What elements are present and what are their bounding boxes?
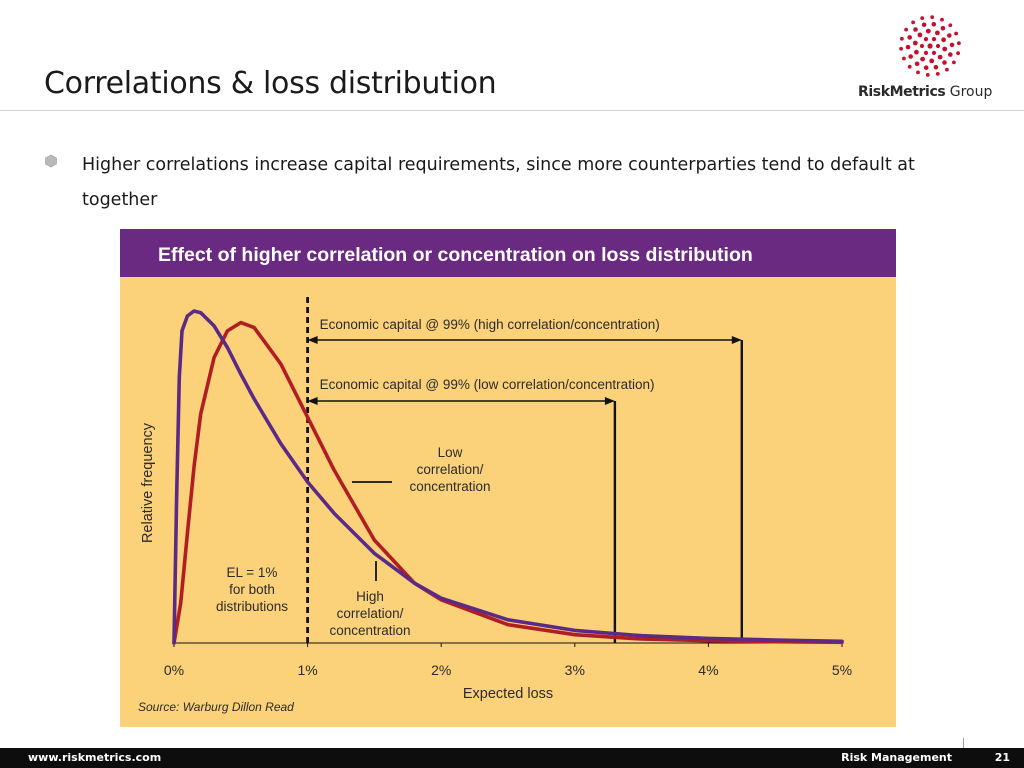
logo-dot [919, 43, 925, 49]
footer-bar: www.riskmetrics.com Risk Management 21 [0, 748, 1024, 768]
logo-dot [952, 60, 956, 65]
logo-dot [923, 37, 929, 42]
logo-dot [945, 67, 949, 72]
logo-dot [907, 64, 912, 69]
page-number: 21 [994, 751, 1010, 764]
low-correlation-curve [172, 320, 844, 645]
logo-burst-icon [899, 15, 961, 77]
logo-dot [907, 35, 912, 40]
logo-dot [935, 72, 940, 76]
logo-dot [954, 31, 958, 36]
logo-dot [900, 36, 904, 41]
logo-dot [931, 37, 937, 42]
logo-dot [942, 46, 948, 52]
x-tick-label: 2% [431, 662, 451, 678]
logo-dot [941, 37, 946, 43]
x-axis-title: Expected loss [463, 686, 553, 702]
high-correlation-label: concentration [329, 623, 410, 638]
x-tick-label: 5% [832, 662, 852, 678]
x-tick-label: 4% [698, 662, 718, 678]
logo-dot [947, 33, 952, 38]
capital-arrow-head [731, 336, 742, 344]
logo-dot [914, 61, 920, 67]
capital-arrow-head [307, 397, 318, 405]
logo-dot [948, 23, 953, 28]
el-annotation: distributions [216, 599, 288, 614]
x-tick-label: 1% [297, 662, 317, 678]
logo-dot [942, 60, 947, 65]
high-correlation-label: correlation/ [337, 606, 404, 621]
logo-dot [914, 49, 919, 55]
logo-dot [912, 40, 918, 46]
low-correlation-label: correlation/ [417, 462, 484, 477]
logo-dot [927, 43, 933, 49]
low-correlation-label: concentration [409, 479, 490, 494]
logo-dot [931, 50, 937, 56]
x-tick-label: 3% [565, 662, 585, 678]
logo-dot [916, 70, 920, 75]
logo-dot [905, 44, 911, 50]
logo-dot [923, 50, 929, 56]
logo-dot [956, 51, 960, 56]
logo-dot [925, 28, 931, 34]
logo-dot [913, 27, 918, 32]
el-annotation: for both [229, 582, 275, 597]
logo-text: RiskMetrics Group [858, 84, 992, 100]
slide-title: Correlations & loss distribution [44, 66, 497, 101]
logo-dot [917, 32, 923, 38]
logo-dot [899, 46, 903, 51]
footer-section: Risk Management [841, 751, 952, 764]
logo-dot [902, 56, 906, 61]
riskmetrics-logo: RiskMetrics Group [858, 14, 1000, 106]
chart-source-note: Source: Warburg Dillon Read [138, 700, 294, 714]
logo-dot [948, 52, 953, 57]
high-correlation-label: High [356, 589, 384, 604]
chart-plot-background [120, 277, 896, 727]
logo-dot [921, 22, 927, 28]
logo-dot [920, 56, 925, 62]
capital-high-label: Economic capital @ 99% (high correlation… [320, 317, 660, 332]
hexagon-bullet-icon [45, 154, 57, 168]
chart-title: Effect of higher correlation or concentr… [158, 244, 753, 266]
loss-distribution-chart: Effect of higher correlation or concentr… [120, 229, 896, 727]
chart-canvas: Effect of higher correlation or concentr… [120, 229, 896, 727]
capital-high-arrow [307, 336, 742, 344]
logo-dot [957, 41, 961, 46]
logo-dot [930, 15, 935, 19]
logo-dot [940, 17, 944, 22]
logo-dot [911, 20, 915, 25]
logo-dot [929, 58, 935, 64]
high-correlation-curve [172, 309, 844, 645]
capital-low-arrow [307, 397, 615, 405]
x-tick-label: 0% [164, 662, 184, 678]
logo-dot [908, 54, 913, 59]
logo-dot [925, 73, 930, 77]
logo-dot [933, 64, 939, 70]
logo-dot [935, 43, 941, 49]
title-divider [0, 110, 1024, 111]
logo-dot [931, 22, 937, 27]
logo-dot [923, 65, 929, 70]
capital-arrow-head [604, 397, 615, 405]
low-correlation-label: Low [438, 445, 463, 460]
footer-url[interactable]: www.riskmetrics.com [28, 751, 162, 764]
logo-dot [904, 27, 908, 32]
logo-dot [940, 25, 946, 31]
capital-low-label: Economic capital @ 99% (low correlation/… [320, 377, 655, 392]
logo-dot [920, 16, 925, 20]
logo-brand-bold: RiskMetrics [858, 84, 946, 100]
y-axis-title: Relative frequency [140, 422, 156, 543]
logo-brand-light: Group [945, 84, 993, 100]
logo-dot [949, 42, 955, 48]
chart-header-band [120, 229, 896, 277]
logo-dot [935, 30, 940, 36]
capital-arrow-head [307, 336, 318, 344]
bullet-text: Higher correlations increase capital req… [82, 155, 915, 210]
logo-dot [937, 54, 943, 60]
el-annotation: EL = 1% [227, 565, 278, 580]
